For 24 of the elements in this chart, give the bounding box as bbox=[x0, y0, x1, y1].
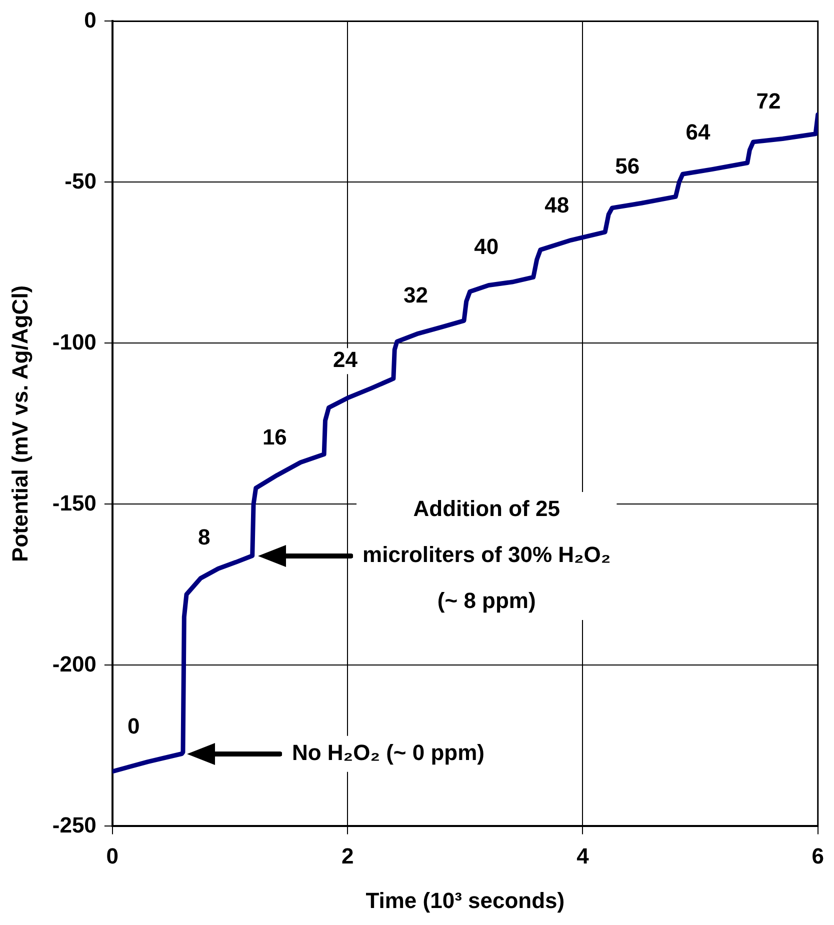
y-tick-label: -100 bbox=[52, 329, 96, 354]
y-axis-title: Potential (mV vs. Ag/AgCl) bbox=[7, 285, 32, 562]
y-tick-label: -200 bbox=[52, 651, 96, 676]
x-axis-title: Time (10³ seconds) bbox=[366, 888, 565, 913]
annotation: Addition of 25 microliters of 30% H₂O₂ (~ 8 ppm) bbox=[362, 496, 611, 614]
annotation: 48 bbox=[544, 192, 570, 218]
annotation: 24 bbox=[332, 347, 358, 372]
x-tick-label: 6 bbox=[812, 843, 824, 868]
y-tick-label: 0 bbox=[84, 7, 96, 32]
annotation: 64 bbox=[686, 120, 711, 145]
annotation: 56 bbox=[615, 154, 640, 179]
y-tick-label: -250 bbox=[52, 812, 96, 838]
y-tick-label: -150 bbox=[52, 490, 96, 516]
annotation: No H₂O₂ (~ 0 ppm) bbox=[292, 740, 484, 765]
x-tick-label: 0 bbox=[106, 843, 119, 868]
annotation: 0 bbox=[127, 714, 140, 739]
annotation: 16 bbox=[262, 424, 287, 450]
annotation: 40 bbox=[474, 234, 499, 260]
annotation: 8 bbox=[198, 524, 210, 550]
annotation: 72 bbox=[756, 88, 781, 114]
x-tick-label: 4 bbox=[576, 843, 590, 868]
y-tick-label: -50 bbox=[64, 168, 96, 194]
annotation: 32 bbox=[404, 282, 428, 308]
x-tick-label: 2 bbox=[341, 843, 354, 868]
